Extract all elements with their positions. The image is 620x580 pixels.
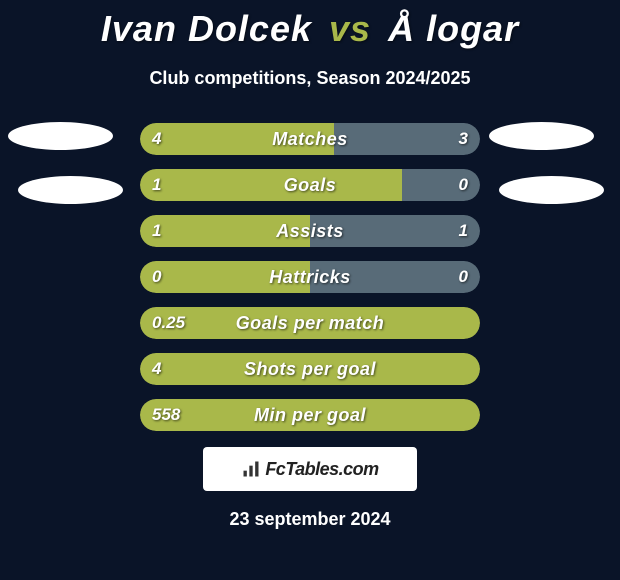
logo-box: FcTables.com <box>203 447 417 491</box>
stat-row: 10Goals <box>140 169 480 201</box>
stat-label: Matches <box>140 123 480 155</box>
date-label: 23 september 2024 <box>0 509 620 530</box>
stat-row: 43Matches <box>140 123 480 155</box>
vs-label: vs <box>329 8 371 49</box>
stat-label: Assists <box>140 215 480 247</box>
decorative-ellipse <box>489 122 594 150</box>
stat-row: 558Min per goal <box>140 399 480 431</box>
stat-row: 4Shots per goal <box>140 353 480 385</box>
decorative-ellipse <box>18 176 123 204</box>
stats-bars: 43Matches 10Goals 11Assists 00Hattricks 0.25… <box>140 123 480 431</box>
stat-label: Goals per match <box>140 307 480 339</box>
logo-text: FcTables.com <box>265 459 378 480</box>
decorative-ellipse <box>499 176 604 204</box>
stat-row: 0.25Goals per match <box>140 307 480 339</box>
decorative-ellipse <box>8 122 113 150</box>
player1-name: Ivan Dolcek <box>101 8 312 49</box>
stat-row: 00Hattricks <box>140 261 480 293</box>
stat-label: Shots per goal <box>140 353 480 385</box>
stat-label: Min per goal <box>140 399 480 431</box>
stat-label: Hattricks <box>140 261 480 293</box>
chart-icon <box>241 459 261 479</box>
comparison-title: Ivan Dolcek vs Å logar <box>0 0 620 50</box>
subtitle: Club competitions, Season 2024/2025 <box>0 68 620 89</box>
stat-label: Goals <box>140 169 480 201</box>
stat-row: 11Assists <box>140 215 480 247</box>
player2-name: Å logar <box>388 8 519 49</box>
